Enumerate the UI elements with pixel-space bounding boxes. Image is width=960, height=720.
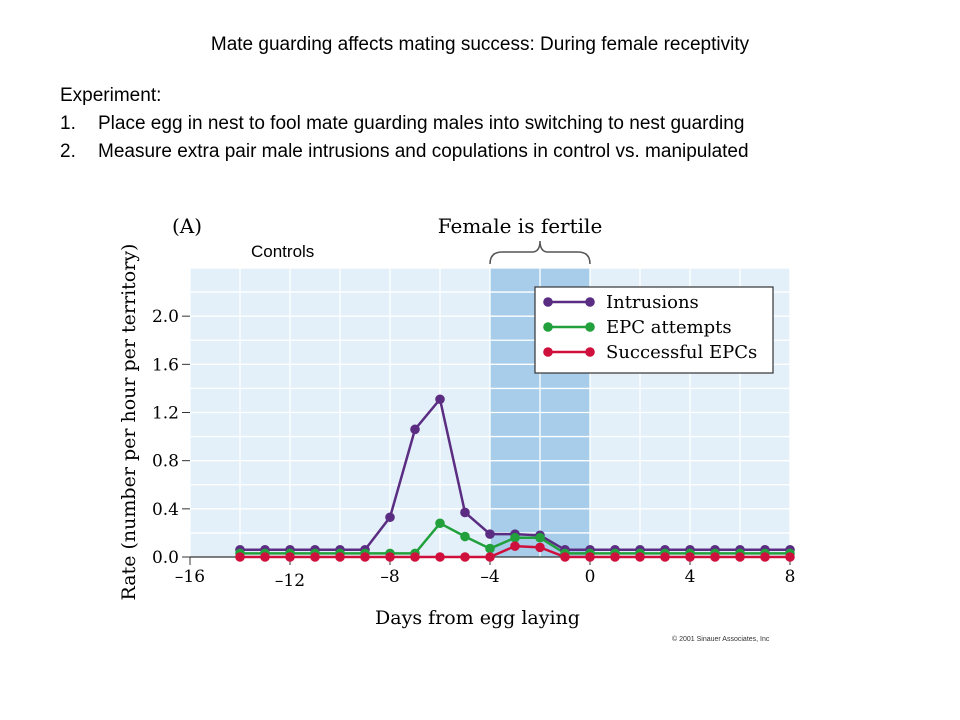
x-tick-label: 8	[785, 567, 796, 587]
data-point	[460, 507, 470, 518]
data-point	[235, 552, 245, 562]
data-point	[560, 552, 570, 562]
legend-marker	[543, 297, 553, 307]
data-point	[260, 552, 270, 562]
data-point	[285, 552, 295, 562]
legend-marker	[585, 297, 595, 307]
y-tick-label: 2.0	[152, 307, 179, 327]
step-number: 2.	[60, 141, 76, 162]
slide-title: Mate guarding affects mating success: Du…	[210, 34, 750, 55]
data-point	[685, 552, 695, 562]
data-point	[785, 552, 795, 562]
data-point	[535, 542, 545, 553]
data-point	[435, 394, 445, 405]
data-point	[735, 552, 745, 562]
step-item: 2. Measure extra pair male intrusions an…	[60, 138, 749, 166]
data-point	[510, 541, 520, 551]
x-tick-label: –16	[175, 567, 205, 587]
legend-label: EPC attempts	[606, 317, 732, 338]
legend-label: Successful EPCs	[606, 342, 757, 363]
data-point	[460, 531, 470, 542]
data-point	[435, 518, 445, 529]
data-point	[585, 552, 595, 562]
x-tick-label: –8	[380, 567, 399, 587]
legend-marker	[585, 322, 595, 332]
step-number: 1.	[60, 113, 76, 134]
data-point	[635, 552, 645, 562]
data-point	[760, 552, 770, 562]
step-text: Place egg in nest to fool mate guarding …	[98, 113, 745, 134]
y-tick-label: 0.8	[152, 452, 179, 472]
y-axis-label: Rate (number per hour per territory)	[118, 244, 140, 601]
data-point	[485, 543, 495, 554]
x-tick-label: 0	[585, 567, 596, 587]
data-point	[385, 552, 395, 562]
legend-label: Intrusions	[606, 292, 699, 313]
data-point	[360, 552, 370, 562]
y-tick-label: 0.0	[152, 548, 179, 568]
copyright-notice: © 2001 Sinauer Associates, Inc	[672, 636, 770, 643]
experiment-label: Experiment:	[60, 85, 162, 106]
data-point	[410, 552, 420, 562]
data-point	[485, 552, 495, 562]
data-point	[610, 552, 620, 562]
y-tick-label: 1.2	[152, 404, 179, 424]
data-point	[410, 424, 420, 435]
fertile-brace	[489, 240, 591, 265]
data-point	[510, 532, 520, 543]
x-tick-label: –4	[480, 567, 499, 587]
data-point	[485, 529, 495, 539]
data-point	[335, 552, 345, 562]
y-tick-label: 1.6	[152, 355, 179, 375]
legend-marker	[543, 322, 553, 332]
x-tick-label: –12	[275, 571, 305, 591]
data-point	[435, 552, 445, 562]
fertile-annotation: Female is fertile	[438, 214, 603, 238]
step-item: 1. Place egg in nest to fool mate guardi…	[60, 110, 749, 138]
data-point	[310, 552, 320, 562]
step-text: Measure extra pair male intrusions and c…	[98, 141, 749, 162]
x-tick-label: 4	[685, 567, 696, 587]
data-point	[535, 532, 545, 543]
legend-marker	[585, 347, 595, 357]
data-point	[710, 552, 720, 562]
experiment-block: Experiment: 1. Place egg in nest to fool…	[60, 82, 749, 166]
panel-label: (A)	[172, 214, 202, 238]
data-point	[385, 512, 395, 523]
data-point	[460, 552, 470, 562]
data-point	[660, 552, 670, 562]
y-tick-label: 0.4	[152, 500, 179, 520]
controls-label: Controls	[251, 242, 315, 261]
legend-marker	[543, 347, 553, 357]
x-axis-label: Days from egg laying	[375, 607, 580, 629]
